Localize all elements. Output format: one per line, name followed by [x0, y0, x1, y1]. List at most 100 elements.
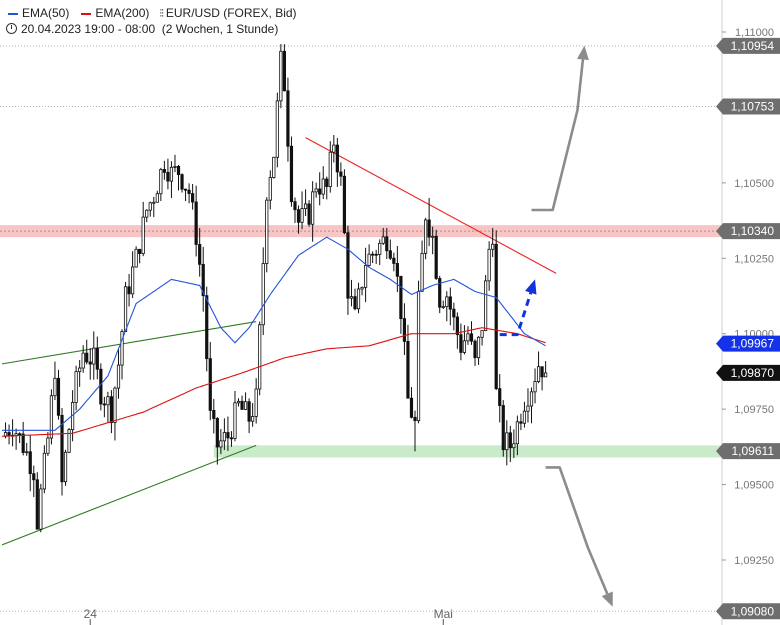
- price-tag-label: 1,09870: [731, 366, 775, 380]
- candle-down: [402, 318, 407, 342]
- price-tick-label: 1,09750: [734, 404, 774, 416]
- price-tick-label: 1,11000: [735, 27, 774, 39]
- candle-down: [226, 432, 230, 439]
- candle-up: [152, 201, 156, 204]
- candle-down: [109, 396, 114, 423]
- chart-timeframe: 20.04.2023 19:00 - 08:00 (2 Wochen, 1 St…: [6, 22, 278, 36]
- candle-up: [134, 248, 138, 268]
- candle-down: [406, 340, 410, 399]
- candle-up: [381, 236, 385, 244]
- candle-down: [166, 171, 170, 182]
- price-axis[interactable]: 1,110001,105001,102501,100001,097501,095…: [721, 0, 774, 625]
- bullish-projection-arrow: [531, 59, 585, 212]
- ema50-legend-swatch: [8, 12, 18, 15]
- candle-up: [512, 443, 516, 449]
- candle-up: [141, 216, 145, 254]
- symbol-label: EUR/USD (FOREX, Bid): [165, 6, 297, 20]
- candle-down: [339, 171, 343, 177]
- candle-up: [120, 331, 124, 366]
- candle-up: [63, 451, 68, 483]
- price-tick-label: 1,10250: [734, 253, 774, 265]
- candle-up: [363, 265, 368, 288]
- candle-up: [303, 203, 308, 209]
- candle-up: [169, 166, 174, 182]
- candle-down: [448, 296, 452, 310]
- breakout-projection-arrow-head: [525, 279, 537, 295]
- bearish-projection-arrow-head: [601, 591, 613, 607]
- candle-down: [413, 416, 417, 422]
- candle-up: [92, 347, 96, 365]
- candle-down: [399, 275, 403, 320]
- candle-down: [385, 236, 389, 252]
- candle-down: [229, 437, 234, 440]
- bullish-projection-arrow-head: [576, 45, 589, 61]
- candle-up: [515, 421, 519, 445]
- candle-down: [32, 473, 36, 481]
- candle-down: [452, 308, 456, 318]
- candle-up: [378, 242, 382, 255]
- candle-down: [138, 248, 142, 254]
- candle-up: [420, 252, 424, 292]
- price-tag-label: 1,09080: [731, 604, 775, 618]
- candle-down: [434, 235, 438, 279]
- candle-up: [423, 219, 428, 254]
- candle-up: [236, 400, 241, 404]
- candle-down: [342, 175, 347, 234]
- candle-up: [145, 209, 149, 218]
- candle-up: [441, 306, 445, 308]
- candle-up: [148, 202, 152, 211]
- time-tick-label: Mai: [434, 607, 453, 621]
- candle-down: [353, 296, 357, 310]
- candle-up: [219, 440, 223, 448]
- candle-down: [388, 250, 392, 259]
- candle-down: [7, 432, 11, 436]
- price-tick-label: 1,10500: [734, 178, 774, 190]
- candle-up: [261, 263, 265, 326]
- price-tags: 1,10954 1,10753 1,10340 1,09967 1,09870 1,096…: [716, 37, 780, 620]
- price-tick-label: 1,09250: [734, 555, 774, 567]
- candle-down: [335, 144, 339, 173]
- ema200-line: [1, 327, 546, 437]
- candle-up: [81, 352, 85, 369]
- candle-up: [476, 336, 481, 359]
- candle-down: [194, 201, 198, 245]
- candle-down: [540, 366, 544, 378]
- candle-down: [459, 334, 463, 353]
- candle-down: [289, 145, 294, 203]
- price-tag-label: 1,09967: [731, 337, 775, 351]
- candle-up: [431, 235, 435, 238]
- scenario-arrows: [499, 45, 613, 607]
- candle-down: [296, 209, 301, 223]
- candle-down: [374, 253, 378, 256]
- candle-up: [321, 178, 325, 195]
- candle-down: [325, 178, 329, 187]
- candle-up: [243, 401, 248, 410]
- candle-down: [201, 263, 205, 297]
- candle-up: [106, 396, 110, 406]
- candle-down: [282, 50, 287, 92]
- candle-down: [455, 316, 459, 336]
- date-range-label: 20.04.2023 19:00 - 08:00: [21, 22, 156, 36]
- candle-up: [367, 253, 371, 266]
- price-tag-gray: [716, 603, 780, 620]
- candle-down: [346, 232, 350, 299]
- candle-down: [392, 257, 396, 264]
- price-tag-label: 1,10340: [731, 224, 775, 238]
- price-tag-gray: [716, 98, 780, 115]
- candle-down: [88, 361, 92, 365]
- candle-up: [505, 432, 509, 451]
- candle-up: [233, 402, 237, 439]
- candle-down: [28, 451, 32, 475]
- moving-averages: [1, 236, 546, 437]
- candle-up: [78, 367, 82, 373]
- candle-up: [67, 429, 71, 453]
- candle-up: [222, 432, 226, 442]
- candle-up: [536, 366, 541, 382]
- upper-channel-line: [1, 321, 257, 365]
- candle-up: [526, 405, 530, 412]
- breakout-projection-arrow: [499, 292, 533, 337]
- price-tag-label: 1,10753: [731, 100, 775, 114]
- candle-up: [42, 452, 46, 490]
- candle-up: [484, 280, 488, 331]
